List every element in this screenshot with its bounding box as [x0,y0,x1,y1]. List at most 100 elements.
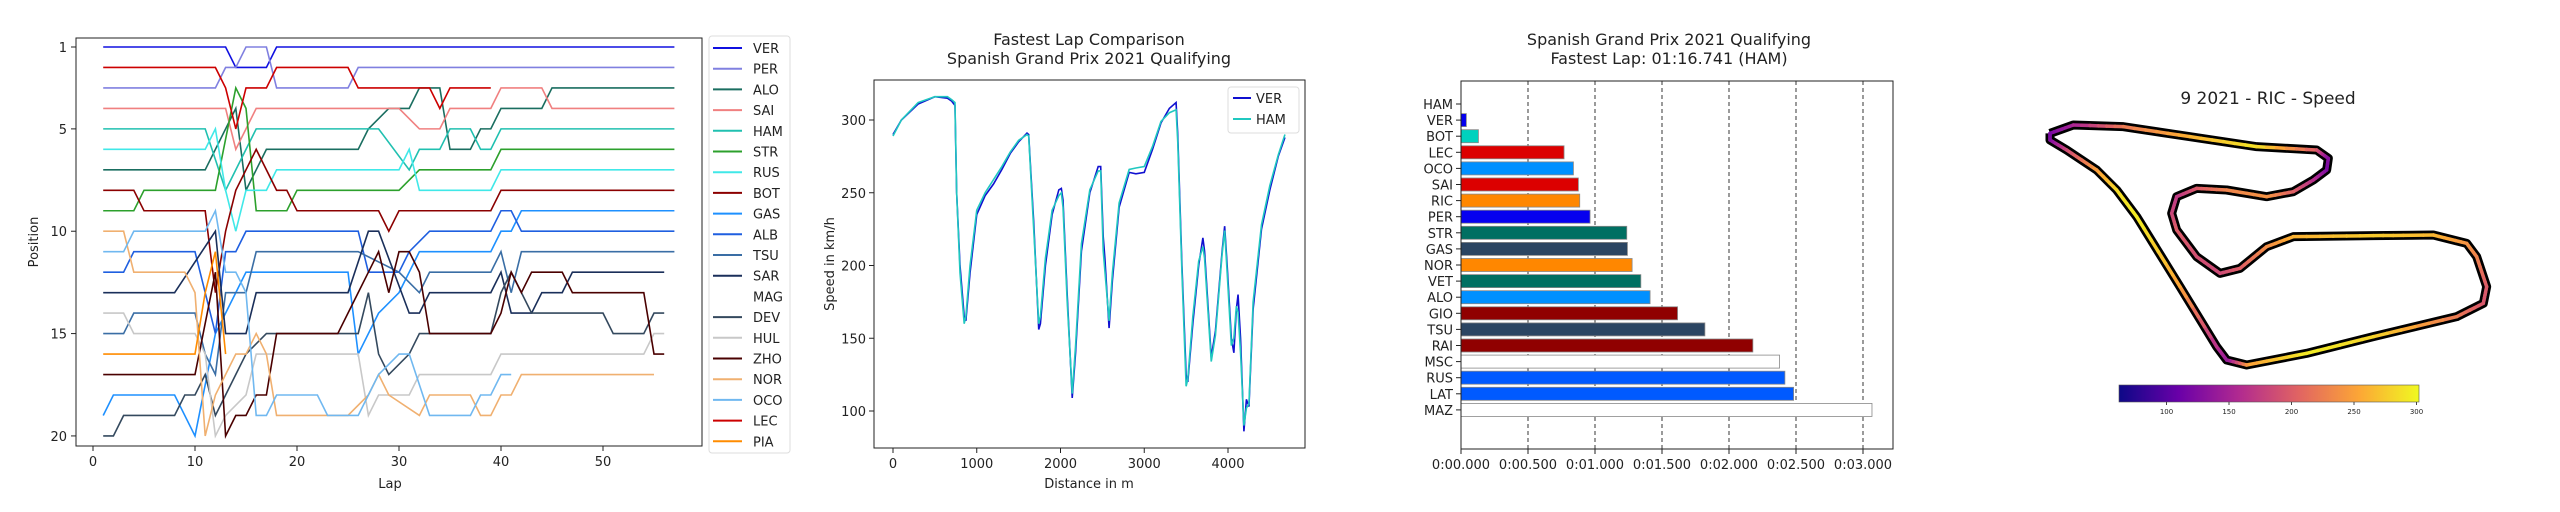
speed-ylabel: Speed in km/h [823,217,838,311]
gap-bar-nor [1460,258,1633,272]
track-speed-segment [2202,324,2213,339]
track-speed-segment [2132,126,2148,132]
speed-tick-label: 250 [841,187,866,202]
legend-label-sar: SAR [753,270,779,285]
gap-bar-bot [1460,129,1479,144]
position-line-sai [103,87,675,152]
lap-tick-label: 30 [391,455,408,470]
driver-label-gio: GIO [1429,307,1453,322]
position-line-sar [103,228,665,335]
distance-tick-label: 2000 [1044,457,1077,472]
lap-tick-label: 10 [187,455,204,470]
position-xlabel: Lap [378,477,401,492]
distance-tick-label: 3000 [1128,457,1161,472]
driver-label-tsu: TSU [1426,323,1453,338]
legend-label-zho: ZHO [753,353,782,368]
gap-bar-lec [1460,145,1565,160]
track-speed-segment [2121,124,2137,131]
gap-bar-gio [1460,306,1678,321]
legend-label-lec: LEC [753,415,778,430]
position-tick-label: 5 [59,123,67,138]
gap-bar-str [1460,225,1628,240]
driver-label-alo: ALO [1427,291,1453,306]
position-tick-label: 10 [50,225,67,240]
track-speed-segment [2316,346,2331,353]
position-legend [708,35,791,454]
gap-bar-alo [1460,290,1651,305]
colorbar-tick-label: 250 [2347,408,2360,416]
gap-bar-maz [1460,402,1873,417]
position-line-alo [103,87,675,194]
legend-label-dev: DEV [753,311,780,326]
track-speed-segment [2371,331,2389,339]
speed-tick-label: 300 [841,114,866,129]
driver-label-msc: MSC [1424,356,1453,371]
legend-label-rus: RUS [753,166,780,181]
gap-tick-label: 0:01.000 [1566,458,1624,473]
gap-bar-msc [1460,354,1780,369]
track-speed-segment [2304,348,2320,356]
driver-label-oco: OCO [1423,162,1453,177]
colorbar-tick-label: 300 [2410,408,2423,416]
track-speed-segment [2338,340,2353,347]
track-speed-segment [2210,138,2226,144]
position-line-oco [103,208,512,417]
track-speed-segment [2156,249,2168,266]
position-line-gas [102,209,675,439]
track-speed-segment [2154,129,2170,136]
position-line-ham [103,128,675,193]
position-lines [102,46,675,439]
track-speed-segment [2427,318,2445,326]
position-legend-entries: VER PER ALO SAI HAM STR RUS BOT GAS ALB TSU SAR MAG D… [713,42,783,450]
driver-label-sai: SAI [1432,179,1453,194]
colorbar [2118,384,2420,403]
colorbar-tick-label: 150 [2222,408,2235,416]
gap-bar-chart: Spanish Grand Prix 2021 Qualifying Faste… [1423,30,1894,473]
driver-label-ver: VER [1427,114,1453,129]
speed-lines [892,95,1286,432]
gap-tick-label: 0:01.500 [1633,458,1691,473]
position-line-rus [103,126,675,232]
position-line-alb [103,209,675,334]
legend-label-pia: PIA [753,435,774,450]
legend-label-mag: MAG [753,290,783,305]
track-speed-segment [2143,128,2159,134]
track-speed-segment [2327,343,2342,350]
track-speed-segment [2243,143,2259,149]
track-speed-segment [2177,133,2192,139]
driver-label-ham: HAM [1423,98,1453,113]
speed-xlabel: Distance in m [1044,477,1134,492]
colorbar-tick-label: 100 [2160,408,2173,416]
legend-label-ver: VER [753,42,779,57]
track-speed-segment [2232,141,2248,147]
track-speed-segment [2413,321,2431,329]
track-speed-segment [2134,214,2146,231]
legend-label-str: STR [753,146,778,161]
driver-label-bot: BOT [1426,130,1453,145]
position-tick-label: 15 [50,328,67,343]
position-line-ver [103,46,675,69]
track-speed-segment [2142,226,2153,242]
gap-tick-label: 0:02.000 [1700,458,1758,473]
track-speed-segment [2188,134,2203,141]
gap-bar-rai [1460,338,1754,353]
speed-tick-label: 150 [841,332,866,347]
gap-bar-rus [1460,370,1786,385]
gap-ticks: 0:00.000 0:00.500 0:01.000 0:01.500 0:02.000… [1423,98,1892,473]
track-speed-segment [2349,337,2364,344]
position-tick-label: 20 [50,430,67,445]
track-speed-segment [2199,136,2214,142]
position-line-pia [103,251,227,355]
track-speed-segment [2190,304,2201,319]
gap-bar-gas [1460,241,1628,256]
track-speed-segment [2149,238,2161,254]
driver-label-nor: NOR [1424,259,1453,274]
gap-title-line2: Fastest Lap: 01:16.741 (HAM) [1550,49,1787,68]
driver-label-gas: GAS [1426,243,1453,258]
track-speed-segment [2399,324,2417,332]
track-speed-segment [2171,273,2182,289]
position-tick-label: 1 [59,41,67,56]
speed-ticks: 0 1000 2000 3000 4000 100 150 200 250 300 [841,114,1244,472]
track-title: 9 2021 - RIC - Speed [2180,89,2355,109]
